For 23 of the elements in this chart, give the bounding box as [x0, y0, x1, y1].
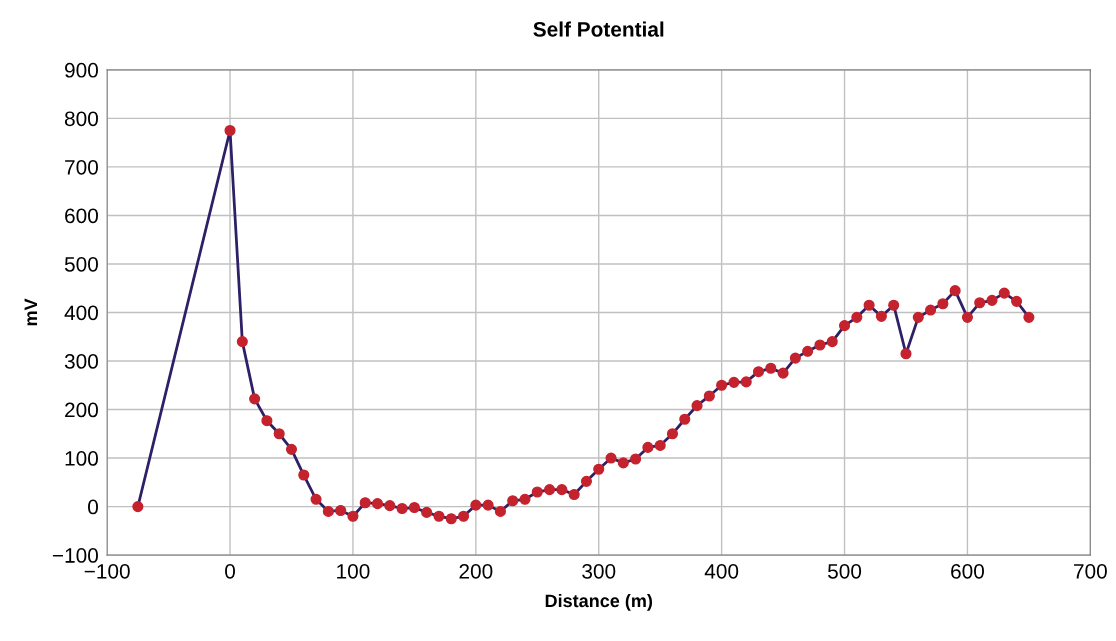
y-tick-label: 400	[64, 305, 98, 321]
y-tick-label: 700	[65, 159, 98, 175]
y-tick-label: 100	[65, 451, 98, 466]
chart-title: Self Potential	[533, 21, 664, 37]
x-axis-title: Distance (m)	[545, 593, 653, 611]
y-tick-label: 800	[64, 111, 98, 127]
y-tick-label: 900	[65, 62, 98, 78]
x-tick-label: 500	[827, 563, 862, 579]
y-tick-label: −100	[52, 548, 98, 563]
y-tick-label: 300	[64, 354, 98, 369]
x-tick-label: 300	[582, 563, 616, 579]
y-tick-label: 0	[88, 499, 98, 515]
x-tick-label: 700	[1074, 563, 1107, 579]
x-tick-label: 400	[704, 563, 739, 579]
y-tick-label: 600	[65, 208, 98, 224]
x-tick-label: 600	[951, 563, 984, 579]
y-axis-title: mV	[24, 298, 38, 326]
x-tick-label: 200	[459, 563, 493, 579]
x-tick-label: 0	[225, 563, 236, 579]
x-tick-label: 100	[337, 563, 370, 579]
x-tick-label: −100	[84, 563, 130, 579]
y-tick-label: 200	[65, 402, 98, 418]
y-tick-label: 500	[64, 256, 98, 272]
